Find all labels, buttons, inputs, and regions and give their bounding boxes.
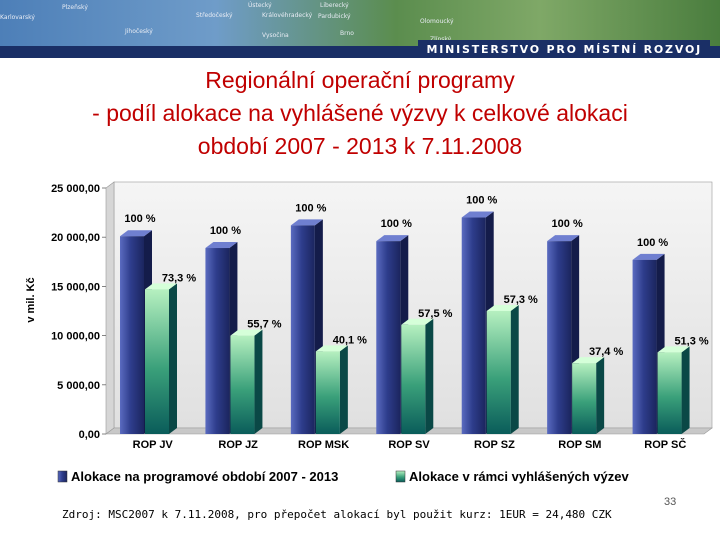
bar-top [315,345,348,352]
bar [657,352,682,434]
bar-side [425,318,434,434]
y-tick-label: 20 000,00 [51,232,100,244]
bar-top [486,305,519,311]
x-tick-label: ROP SZ [474,439,515,451]
map-label: Brno [340,30,354,37]
bar-side [169,283,177,434]
bar [205,248,230,434]
map-label: Středočeský [196,12,233,19]
map-label: Zlínský [430,36,451,43]
data-label: 100 % [466,195,497,207]
x-tick-label: ROP JZ [218,439,258,451]
page-number: 33 [664,496,677,508]
y-tick-label: 15 000,00 [51,281,100,293]
map-label: Ústecký [248,2,272,9]
legend-label: Alokace na programové období 2007 - 2013 [71,469,338,484]
x-tick-label: ROP SV [388,439,430,451]
bar [376,241,401,434]
bar-top [632,253,665,260]
x-tick-label: ROP SM [558,439,601,451]
legend-label: Alokace v rámci vyhlášených výzev [409,469,629,484]
y-tick-label: 5 000,00 [57,380,100,392]
bar-side [596,357,605,434]
y-tick-label: 0,00 [79,429,100,441]
data-label: 100 % [552,218,583,230]
map-label: Jihočeský [125,28,153,35]
map-label: Pardubický [318,13,351,20]
legend-swatch [57,470,68,483]
source-note: Zdroj: MSC2007 k 7.11.2008, pro přepočet… [62,508,612,521]
legend-swatch [395,470,406,483]
data-label: 57,3 % [504,294,538,306]
bar-top [376,235,409,242]
bar [120,236,144,434]
data-label: 40,1 % [333,334,367,346]
map-label: Plzeňský [62,4,88,11]
bar [461,217,486,434]
bar-side [339,345,348,434]
data-label: 37,4 % [589,346,623,358]
data-label: 73,3 % [162,272,196,284]
x-tick-label: ROP JV [133,439,174,451]
y-tick-label: 25 000,00 [51,183,100,195]
data-label: 55,7 % [247,319,281,331]
plot-side-wall [105,181,115,435]
bar [632,259,657,434]
data-label: 100 % [124,213,155,225]
map-label: Královéhradecký [262,12,313,19]
data-label: 100 % [295,202,326,214]
y-tick-label: 10 000,00 [51,331,100,343]
map-label: Liberecký [320,2,349,9]
title-line-2: - podíl alokace na vyhlášené výzvy k cel… [92,100,628,126]
data-label: 57,5 % [418,308,452,320]
bar-side [510,305,519,434]
bar-top [145,283,177,290]
bar [145,289,169,434]
bar-side [681,346,690,434]
map-label: Olomoucký [420,18,454,25]
bar [290,225,315,434]
title-line-3: období 2007 - 2013 k 7.11.2008 [197,133,523,159]
ministry-name: MINISTERSTVO PRO MÍSTNÍ ROZVOJ [418,40,710,58]
bar-top [205,242,238,249]
bar-top [290,219,323,226]
bar-top [572,357,605,364]
y-axis-label: v mil. Kč [25,277,37,322]
x-tick-label: ROP MSK [298,439,349,451]
map-label: Vysočina [262,32,289,39]
bar [486,311,511,434]
slide-title: Regionální operační programy - podíl alo… [0,64,720,163]
bar-side [254,329,263,434]
data-label: 51,3 % [674,335,708,347]
bar-top [230,329,263,336]
x-tick-label: ROP SČ [644,438,686,451]
bar-top [401,318,434,325]
data-label: 100 % [210,225,241,237]
data-label: 100 % [381,218,412,230]
bar-top [120,230,152,237]
bar [315,351,340,434]
bar [572,363,597,434]
bar-top [547,235,580,242]
bar-top [657,346,690,353]
bar [401,324,426,434]
data-label: 100 % [637,237,668,249]
map-label: Karlovarský [0,14,35,21]
bar-top [461,211,494,218]
title-line-1: Regionální operační programy [205,67,515,93]
header-banner: Plzeňský Karlovarský Ústecký Liberecký K… [0,0,720,58]
bar [547,241,572,434]
bar [230,335,255,434]
